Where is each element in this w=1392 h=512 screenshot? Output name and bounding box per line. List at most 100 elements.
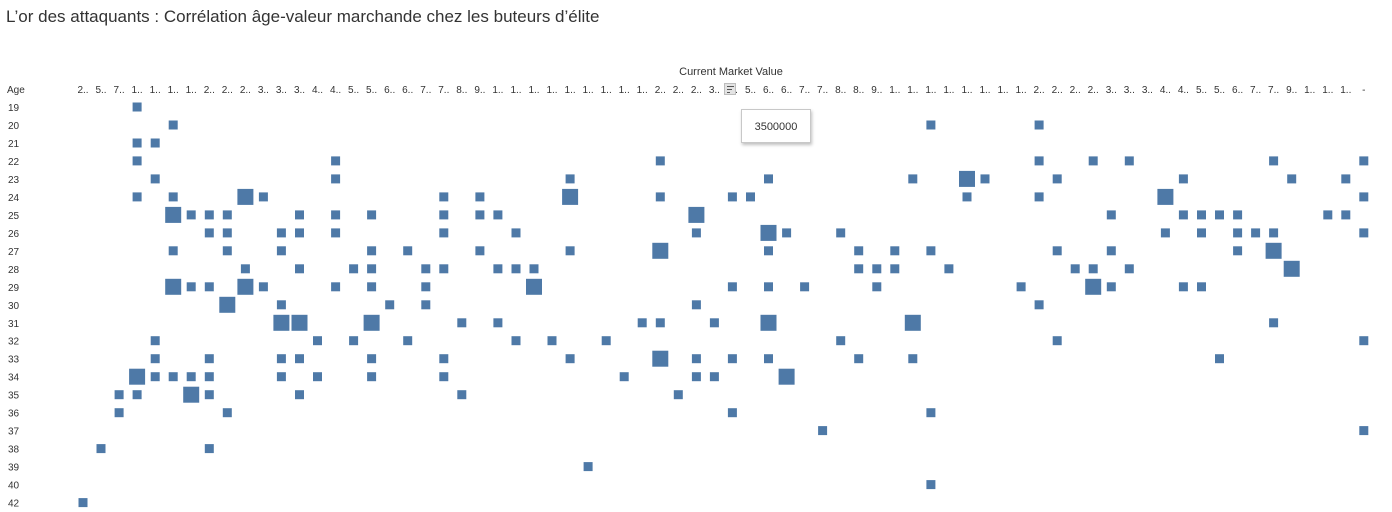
heatmap-cell[interactable] xyxy=(601,336,611,346)
heatmap-cell[interactable] xyxy=(565,246,575,256)
heatmap-cell[interactable] xyxy=(1034,192,1044,202)
heatmap-cell[interactable] xyxy=(363,314,380,331)
heatmap-cell[interactable] xyxy=(1215,354,1224,364)
heatmap-cell[interactable] xyxy=(403,336,413,346)
heatmap-cell[interactable] xyxy=(240,264,250,274)
heatmap-cell[interactable] xyxy=(652,350,669,367)
heatmap-cell[interactable] xyxy=(475,192,485,202)
heatmap-cell[interactable] xyxy=(1197,282,1206,292)
heatmap-cell[interactable] xyxy=(890,264,900,274)
heatmap-cell[interactable] xyxy=(258,192,268,202)
heatmap-cell[interactable] xyxy=(237,188,254,205)
heatmap-cell[interactable] xyxy=(150,138,160,148)
heatmap-cell[interactable] xyxy=(349,264,359,274)
heatmap-cell[interactable] xyxy=(331,210,341,220)
heatmap-cell[interactable] xyxy=(273,314,290,331)
heatmap-cell[interactable] xyxy=(854,264,864,274)
heatmap-cell[interactable] xyxy=(132,102,142,112)
heatmap-cell[interactable] xyxy=(439,210,449,220)
heatmap-cell[interactable] xyxy=(691,372,701,382)
heatmap-cell[interactable] xyxy=(313,372,322,382)
heatmap-cell[interactable] xyxy=(439,354,449,364)
heatmap-cell[interactable] xyxy=(186,372,196,382)
heatmap-cell[interactable] xyxy=(529,264,539,274)
heatmap-cell[interactable] xyxy=(1283,260,1300,277)
heatmap-cell[interactable] xyxy=(204,372,214,382)
heatmap-cell[interactable] xyxy=(204,210,214,220)
heatmap-cell[interactable] xyxy=(493,264,503,274)
heatmap-cell[interactable] xyxy=(904,314,921,331)
heatmap-cell[interactable] xyxy=(1269,318,1279,328)
heatmap-cell[interactable] xyxy=(1269,156,1279,166)
heatmap-cell[interactable] xyxy=(295,264,304,274)
heatmap-cell[interactable] xyxy=(1070,264,1080,274)
heatmap-cell[interactable] xyxy=(493,318,503,328)
heatmap-cell[interactable] xyxy=(1233,210,1243,220)
heatmap-cell[interactable] xyxy=(526,278,542,295)
heatmap-cell[interactable] xyxy=(168,246,178,256)
heatmap-cell[interactable] xyxy=(421,264,431,274)
heatmap-cell[interactable] xyxy=(1178,210,1188,220)
heatmap-cell[interactable] xyxy=(204,282,214,292)
heatmap-cell[interactable] xyxy=(439,264,449,274)
heatmap-cell[interactable] xyxy=(457,318,467,328)
heatmap-cell[interactable] xyxy=(1160,228,1170,238)
heatmap-cell[interactable] xyxy=(655,318,665,328)
heatmap-cell[interactable] xyxy=(1088,156,1098,166)
heatmap-cell[interactable] xyxy=(655,192,665,202)
heatmap-cell[interactable] xyxy=(204,228,214,238)
heatmap-cell[interactable] xyxy=(764,282,773,292)
heatmap-cell[interactable] xyxy=(1323,210,1333,220)
heatmap-cell[interactable] xyxy=(760,224,777,241)
heatmap-cell[interactable] xyxy=(150,174,160,184)
heatmap-cell[interactable] xyxy=(1034,120,1044,130)
heatmap-cell[interactable] xyxy=(547,336,557,346)
heatmap-cell[interactable] xyxy=(204,354,214,364)
heatmap-cell[interactable] xyxy=(655,156,665,166)
heatmap-cell[interactable] xyxy=(908,174,918,184)
heatmap-cell[interactable] xyxy=(132,390,142,400)
heatmap-cell[interactable] xyxy=(872,282,882,292)
heatmap-cell[interactable] xyxy=(204,390,214,400)
heatmap-cell[interactable] xyxy=(129,368,146,385)
heatmap-cell[interactable] xyxy=(276,228,286,238)
heatmap-cell[interactable] xyxy=(1052,246,1062,256)
heatmap-cell[interactable] xyxy=(331,156,341,166)
heatmap-cell[interactable] xyxy=(258,282,268,292)
heatmap-cell[interactable] xyxy=(764,246,773,256)
heatmap-cell[interactable] xyxy=(890,246,900,256)
heatmap-cell[interactable] xyxy=(1034,300,1044,310)
heatmap-cell[interactable] xyxy=(619,372,629,382)
heatmap-cell[interactable] xyxy=(1178,282,1188,292)
heatmap-cell[interactable] xyxy=(778,368,795,385)
heatmap-cell[interactable] xyxy=(1215,210,1224,220)
heatmap-cell[interactable] xyxy=(836,336,846,346)
heatmap-cell[interactable] xyxy=(1124,156,1134,166)
heatmap-cell[interactable] xyxy=(926,120,936,130)
heatmap-cell[interactable] xyxy=(222,246,232,256)
heatmap-cell[interactable] xyxy=(295,390,304,400)
heatmap-cell[interactable] xyxy=(836,228,846,238)
heatmap-cell[interactable] xyxy=(367,264,377,274)
heatmap-cell[interactable] xyxy=(1233,246,1243,256)
heatmap-cell[interactable] xyxy=(222,408,232,418)
heatmap-cell[interactable] xyxy=(150,354,160,364)
heatmap-cell[interactable] xyxy=(1359,156,1369,166)
heatmap-cell[interactable] xyxy=(818,426,828,436)
heatmap-cell[interactable] xyxy=(1251,228,1261,238)
heatmap-cell[interactable] xyxy=(331,282,341,292)
heatmap-cell[interactable] xyxy=(637,318,647,328)
heatmap-cell[interactable] xyxy=(186,282,196,292)
heatmap-cell[interactable] xyxy=(764,174,773,184)
heatmap-cell[interactable] xyxy=(691,300,701,310)
heatmap-cell[interactable] xyxy=(385,300,395,310)
heatmap-cell[interactable] xyxy=(186,210,196,220)
heatmap-cell[interactable] xyxy=(367,372,377,382)
heatmap-cell[interactable] xyxy=(457,390,467,400)
heatmap-cell[interactable] xyxy=(1106,210,1116,220)
heatmap-cell[interactable] xyxy=(219,296,236,313)
heatmap-cell[interactable] xyxy=(150,336,160,346)
heatmap-cell[interactable] xyxy=(691,228,701,238)
heatmap-cell[interactable] xyxy=(1359,426,1369,436)
heatmap-cell[interactable] xyxy=(1124,264,1134,274)
